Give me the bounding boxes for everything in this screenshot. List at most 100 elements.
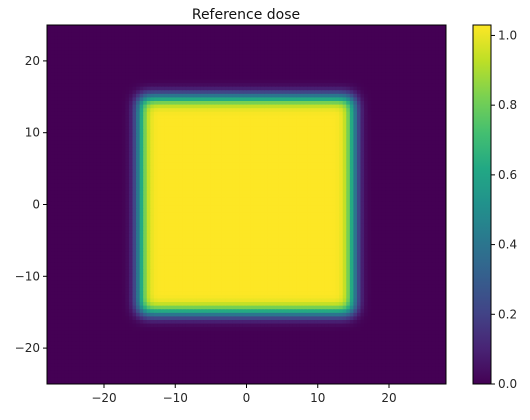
heatmap-cell — [100, 279, 105, 285]
heatmap-cell — [332, 283, 337, 288]
heatmap-cell — [54, 229, 59, 234]
heatmap-cell — [214, 305, 219, 310]
heatmap-cell — [178, 308, 183, 313]
heatmap-cell — [242, 337, 248, 342]
heatmap-cell — [392, 319, 397, 324]
heatmap-cell — [385, 315, 390, 320]
heatmap-cell — [239, 344, 244, 349]
heatmap-cell — [100, 312, 105, 317]
heatmap-cell — [307, 290, 312, 295]
heatmap-cell — [349, 355, 354, 360]
heatmap-cell — [246, 344, 251, 349]
heatmap-cell — [428, 315, 433, 320]
heatmap-cell — [385, 226, 390, 231]
heatmap-cell — [178, 294, 183, 299]
heatmap-cell — [175, 240, 180, 245]
heatmap-cell — [139, 283, 144, 288]
heatmap-cell — [292, 380, 297, 384]
heatmap-cell — [89, 294, 94, 299]
heatmap-cell — [189, 290, 194, 295]
heatmap-cell — [114, 247, 119, 252]
heatmap-cell — [157, 236, 162, 241]
heatmap-cell — [54, 322, 59, 328]
heatmap-cell — [210, 233, 216, 238]
heatmap-cell — [260, 305, 265, 310]
heatmap-cell — [118, 351, 123, 356]
heatmap-cell — [328, 243, 333, 249]
heatmap-cell — [196, 261, 201, 267]
heatmap-cell — [303, 366, 308, 371]
heatmap-cell — [271, 326, 276, 331]
heatmap-cell — [271, 366, 276, 371]
heatmap-cell — [93, 294, 98, 299]
heatmap-cell — [228, 333, 233, 338]
heatmap-cell — [153, 362, 159, 367]
heatmap-cell — [250, 240, 255, 245]
heatmap-cell — [435, 380, 440, 384]
heatmap-cell — [193, 287, 198, 292]
heatmap-cell — [435, 233, 440, 238]
heatmap-cell — [346, 226, 351, 231]
heatmap-cell — [378, 315, 383, 320]
heatmap-cell — [253, 344, 258, 349]
heatmap-cell — [143, 247, 148, 252]
heatmap-cell — [168, 279, 173, 285]
heatmap-cell — [321, 362, 326, 367]
heatmap-cell — [79, 226, 84, 231]
heatmap-cell — [153, 276, 159, 281]
heatmap-cell — [399, 229, 404, 234]
heatmap-cell — [403, 265, 408, 270]
heatmap-cell — [61, 290, 66, 295]
heatmap-cell — [299, 276, 305, 281]
heatmap-cell — [139, 251, 144, 256]
heatmap-cell — [442, 358, 446, 364]
heatmap-cell — [68, 283, 73, 288]
heatmap-cell — [292, 340, 297, 346]
heatmap-cell — [435, 348, 440, 353]
heatmap-cell — [342, 326, 347, 331]
heatmap-cell — [267, 254, 273, 259]
heatmap-cell — [193, 236, 198, 241]
heatmap-cell — [324, 290, 330, 295]
heatmap-cell — [310, 351, 315, 356]
heatmap-cell — [360, 229, 365, 234]
heatmap-cell — [182, 337, 187, 342]
heatmap-cell — [79, 269, 84, 274]
heatmap-cell — [146, 294, 151, 299]
heatmap-cell — [125, 351, 130, 356]
heatmap-cell — [146, 330, 151, 335]
heatmap-cell — [143, 297, 148, 303]
heatmap-cell — [424, 308, 429, 313]
heatmap-cell — [356, 272, 362, 277]
heatmap-cell — [232, 240, 237, 245]
heatmap-cell — [132, 236, 137, 241]
heatmap-cell — [242, 254, 248, 259]
heatmap-cell — [150, 240, 155, 245]
heatmap-cell — [356, 380, 362, 384]
heatmap-cell — [71, 294, 77, 299]
heatmap-cell — [225, 337, 230, 342]
heatmap-cell — [185, 315, 191, 320]
heatmap-cell — [310, 226, 315, 231]
heatmap-cell — [232, 265, 237, 270]
heatmap-cell — [178, 326, 183, 331]
heatmap-cell — [86, 247, 91, 252]
heatmap-cell — [250, 369, 255, 374]
heatmap-cell — [282, 229, 287, 234]
heatmap-cell — [403, 243, 408, 249]
heatmap-cell — [271, 301, 276, 306]
heatmap-cell — [189, 344, 194, 349]
heatmap-cell — [164, 340, 169, 346]
heatmap-cell — [150, 366, 155, 371]
heatmap-cell — [332, 340, 337, 346]
heatmap-cell — [61, 236, 66, 241]
heatmap-cell — [164, 279, 169, 285]
heatmap-cell — [438, 305, 444, 310]
heatmap-cell — [360, 337, 365, 342]
heatmap-cell — [392, 308, 397, 313]
heatmap-cell — [442, 236, 446, 241]
heatmap-cell — [100, 340, 105, 346]
heatmap-cell — [403, 326, 408, 331]
heatmap-cell — [253, 330, 258, 335]
heatmap-cell — [356, 373, 362, 378]
